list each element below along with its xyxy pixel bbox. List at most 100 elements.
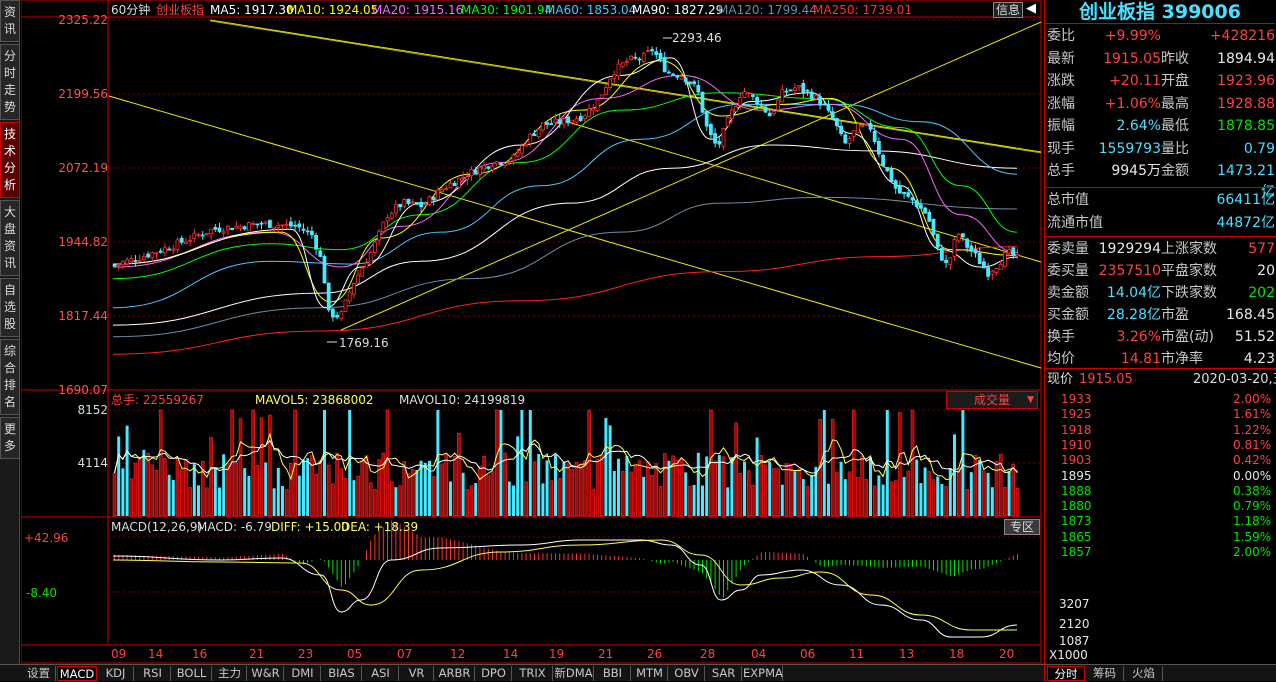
indicator-tab-15[interactable]: BBI	[595, 666, 631, 681]
volume-bar	[893, 480, 898, 517]
candle	[599, 94, 604, 99]
special-zone-button[interactable]: 专区	[1004, 519, 1040, 535]
candle	[532, 134, 537, 137]
candle	[604, 87, 608, 96]
price-tick-3: 1944.82	[58, 235, 108, 249]
scroll-arrow-icon[interactable]: ◀	[1026, 1, 1036, 16]
volume-bar	[268, 414, 272, 517]
indicator-tab-5[interactable]: 主力	[213, 666, 247, 681]
candle	[923, 207, 927, 214]
volume-bar	[381, 452, 386, 517]
quote-row: 委买量 2357510 平盘家数 20	[1047, 261, 1275, 282]
date-tick-7: 12	[450, 647, 466, 661]
indicator-tab-7[interactable]: DMI	[285, 666, 321, 681]
ma-line-4	[112, 92, 1018, 280]
volume-bar	[478, 465, 482, 517]
volume-bar	[982, 470, 986, 517]
indicator-tab-1[interactable]: MACD	[57, 666, 97, 681]
indicator-tab-6[interactable]: W&R	[248, 666, 284, 681]
indicator-tab-3[interactable]: RSI	[135, 666, 171, 681]
sidebar-tab-0[interactable]: 资讯	[0, 0, 20, 42]
volume-bar	[570, 468, 575, 517]
candle	[877, 140, 881, 155]
volume-selector-label: 成交量	[973, 393, 1010, 407]
quote-label: 市盈	[1161, 307, 1189, 323]
candle	[872, 131, 877, 142]
volume-bar	[1007, 470, 1011, 516]
indicator-tab-17[interactable]: OBV	[669, 666, 705, 681]
info-button[interactable]: 信息	[993, 2, 1024, 18]
indicator-tab-19[interactable]: EXPMA	[743, 666, 783, 681]
candle	[986, 267, 990, 277]
quote-label: 下跌家数	[1161, 285, 1217, 301]
volume-bar	[717, 455, 721, 516]
candle	[377, 230, 382, 241]
indicator-tab-14[interactable]: 新DMA	[554, 666, 594, 681]
volume-bar	[469, 485, 474, 517]
candle	[654, 51, 659, 55]
quote-row: 现手 1559793 量比 0.79	[1047, 139, 1275, 160]
indicator-tab-16[interactable]: MTM	[632, 666, 668, 681]
indicator-tab-18[interactable]: SAR	[706, 666, 742, 681]
candle	[230, 227, 235, 231]
mini-left-tick-3: 1910	[1061, 437, 1092, 452]
indicator-tab-9[interactable]: ASI	[363, 666, 399, 681]
indicator-tab-8[interactable]: BIAS	[322, 666, 362, 681]
volume-bar	[490, 470, 495, 517]
sidebar-tab-1[interactable]: 分时走势	[0, 44, 20, 120]
volume-bar	[516, 436, 520, 516]
quote-label: 金额	[1161, 163, 1189, 179]
candle	[553, 118, 558, 124]
quote-label: 均价	[1047, 351, 1075, 367]
volume-bar	[440, 463, 444, 517]
intraday-tab-1[interactable]: 筹码	[1086, 666, 1124, 681]
candle	[167, 248, 172, 251]
candle	[238, 225, 243, 229]
candle	[158, 250, 163, 253]
candle	[692, 81, 696, 85]
indicator-tab-11[interactable]: ARBR	[435, 666, 475, 681]
quote-value: 1878.85	[1217, 118, 1275, 134]
sidebar-tab-2[interactable]: 技术分析	[0, 122, 20, 198]
volume-bar	[625, 456, 629, 516]
indicator-tab-0[interactable]: 设置	[22, 666, 56, 681]
indicator-tab-13[interactable]: TRIX	[513, 666, 553, 681]
candle	[305, 230, 310, 233]
candle	[725, 117, 730, 127]
volume-bar	[154, 470, 159, 517]
candle	[255, 223, 260, 226]
volume-bar	[872, 485, 877, 517]
intraday-tab-0[interactable]: 分时	[1047, 666, 1085, 681]
sidebar-tab-3[interactable]: 大盘资讯	[0, 200, 20, 276]
indicator-tab-10[interactable]: VR	[400, 666, 434, 681]
volume-selector[interactable]: 成交量 ▼	[946, 391, 1038, 409]
candle	[633, 56, 638, 59]
candle	[965, 238, 969, 248]
indicator-tab-4[interactable]: BOLL	[172, 666, 212, 681]
indicator-tab-2[interactable]: KDJ	[98, 666, 134, 681]
candle	[372, 241, 377, 253]
candle	[969, 245, 974, 252]
candle	[414, 202, 419, 205]
candle	[977, 252, 982, 265]
volume-bar	[915, 459, 919, 516]
mini-left-tick-5: 1895	[1061, 468, 1092, 483]
date-tick-0: 09	[111, 647, 127, 661]
volume-bar	[688, 486, 692, 517]
indicator-tab-12[interactable]: DPO	[476, 666, 512, 681]
sidebar-tab-4[interactable]: 自选股	[0, 278, 20, 337]
candle	[486, 166, 491, 169]
volume-bar	[142, 449, 146, 516]
date-tick-6: 07	[397, 647, 413, 661]
volume-bar	[940, 484, 944, 516]
candle	[318, 250, 323, 257]
candle	[473, 169, 478, 175]
volume-axis-mid: 4114	[77, 456, 108, 470]
kline-chart[interactable]	[21, 0, 1044, 664]
quote-label: 涨幅	[1047, 95, 1075, 112]
intraday-tab-2[interactable]: 火焰	[1125, 666, 1163, 681]
quote-value: +20.11	[1109, 73, 1161, 89]
sidebar-tab-6[interactable]: 更多	[0, 417, 20, 459]
candle	[356, 274, 361, 284]
sidebar-tab-5[interactable]: 综合排名	[0, 339, 20, 415]
